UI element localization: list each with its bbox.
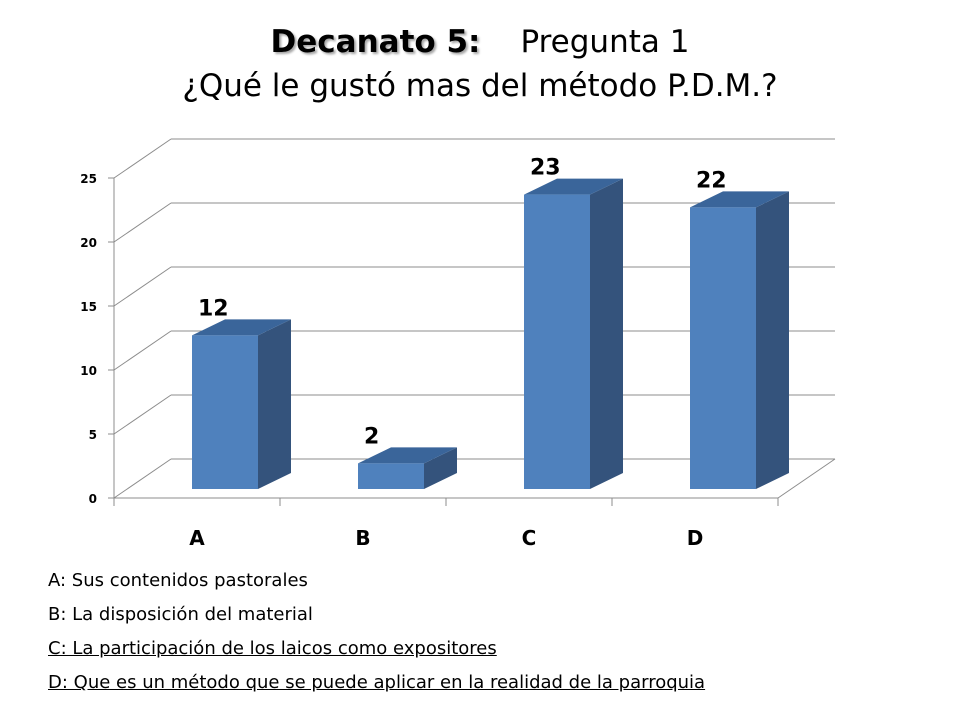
bar-top-B (358, 447, 457, 464)
y-tick-label: 25 (80, 172, 97, 186)
legend-item-a: A: Sus contenidos pastorales (48, 570, 308, 591)
title-line: Decanato 5: Pregunta 1 (0, 20, 960, 64)
legend-item-b: B: La disposición del material (48, 604, 313, 625)
title-decanato: Decanato 5: (270, 24, 481, 60)
bar-top-D (690, 191, 789, 208)
side-gridline (113, 266, 172, 307)
title-block: Decanato 5: Pregunta 1 ¿Qué le gustó mas … (0, 20, 960, 108)
legend-item-d: D: Que es un método que se puede aplicar… (48, 672, 706, 693)
y-tick-label: 5 (89, 428, 97, 442)
title-pregunta: Pregunta 1 (520, 24, 690, 60)
legend: A: Sus contenidos pastorales B: La dispo… (48, 564, 705, 700)
data-label-A: 12 (198, 296, 229, 321)
category-label-C: C (522, 526, 537, 550)
side-gridline (113, 330, 172, 371)
bar-side-A (258, 319, 291, 489)
side-gridline (113, 202, 172, 243)
legend-item-c: C: La participación de los laicos como e… (48, 638, 497, 659)
chart-question: ¿Qué le gustó mas del método P.D.M.? (182, 68, 778, 104)
data-label-D: 22 (696, 168, 727, 193)
bar-side-B (424, 447, 457, 489)
category-label-B: B (355, 526, 370, 550)
category-label-A: A (189, 526, 205, 550)
bar-A (192, 335, 258, 489)
side-gridline (113, 458, 172, 499)
bar-side-C (590, 178, 623, 489)
bar-B (358, 463, 424, 489)
category-label-D: D (687, 526, 704, 550)
y-tick-label: 10 (80, 364, 97, 378)
data-label-C: 23 (530, 156, 561, 181)
y-tick-label: 0 (89, 492, 97, 506)
bar-D (690, 207, 756, 489)
y-tick-label: 15 (80, 300, 97, 314)
bar-side-D (756, 191, 789, 489)
bar-C (524, 194, 590, 489)
bar-top-A (192, 319, 291, 336)
side-gridline (113, 394, 172, 435)
data-label-B: 2 (364, 424, 379, 449)
y-tick-label: 20 (80, 236, 97, 250)
side-gridline (113, 138, 172, 179)
floor-right-edge (777, 458, 836, 499)
bar-top-C (524, 178, 623, 195)
